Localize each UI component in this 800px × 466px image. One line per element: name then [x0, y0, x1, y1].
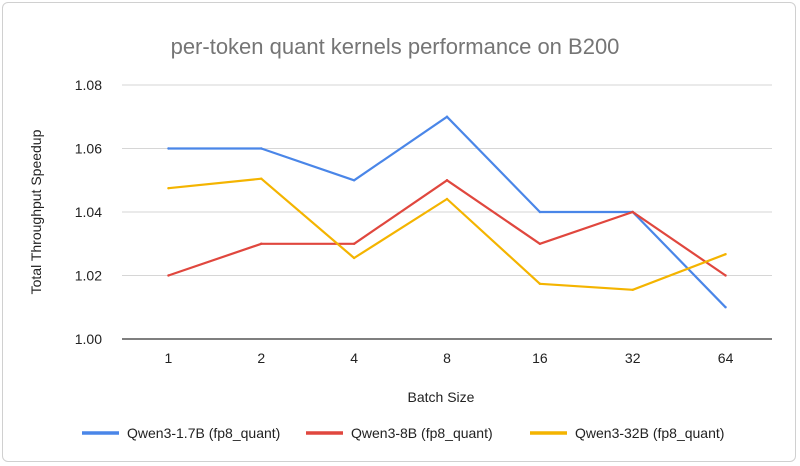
legend: Qwen3-1.7B (fp8_quant) Qwen3-8B (fp8_quan… [82, 425, 724, 441]
y-tick-label: 1.00 [75, 331, 102, 347]
data-point [167, 147, 170, 150]
series-line-2 [168, 179, 727, 277]
x-axis-label: Batch Size [408, 389, 475, 405]
gridlines [122, 84, 772, 340]
x-tick-label: 16 [532, 350, 548, 366]
data-point [352, 256, 356, 260]
data-point [445, 197, 449, 201]
y-tick-label: 1.02 [75, 268, 102, 284]
data-point [538, 242, 542, 245]
data-point [445, 115, 449, 118]
data-point [260, 242, 263, 245]
legend-label: Qwen3-8B (fp8_quant) [351, 425, 493, 441]
data-point [352, 179, 356, 182]
x-tick-label: 1 [165, 350, 173, 366]
x-tick-label: 8 [443, 350, 451, 366]
chart-title: per-token quant kernels performance on B… [171, 34, 620, 59]
data-point [445, 179, 449, 182]
y-axis-label: Total Throughput Speedup [28, 129, 44, 294]
data-point [260, 147, 263, 150]
x-tick-label: 32 [625, 350, 641, 366]
data-point [167, 274, 170, 277]
data-point [352, 242, 356, 245]
y-tick-label: 1.04 [75, 204, 102, 220]
y-tick-label: 1.06 [75, 141, 102, 157]
data-point [167, 186, 170, 190]
x-tick-label: 64 [718, 350, 734, 366]
x-tick-label: 2 [257, 350, 265, 366]
legend-label: Qwen3-32B (fp8_quant) [575, 425, 724, 441]
legend-label: Qwen3-1.7B (fp8_quant) [127, 425, 280, 441]
x-tick-labels: 1 2 4 8 16 32 64 [165, 350, 734, 366]
data-point [724, 306, 727, 309]
data-point [724, 253, 727, 256]
x-tick-label: 4 [350, 350, 358, 366]
data-point [631, 288, 634, 291]
data-point [260, 177, 263, 180]
data-point [538, 282, 542, 285]
data-point [724, 274, 727, 277]
series-lines [167, 115, 727, 309]
y-tick-labels: 1.00 1.02 1.04 1.06 1.08 [75, 77, 102, 347]
data-point [538, 210, 542, 214]
y-tick-label: 1.08 [75, 77, 102, 93]
series-line-3 [168, 177, 726, 291]
data-point [631, 210, 634, 214]
